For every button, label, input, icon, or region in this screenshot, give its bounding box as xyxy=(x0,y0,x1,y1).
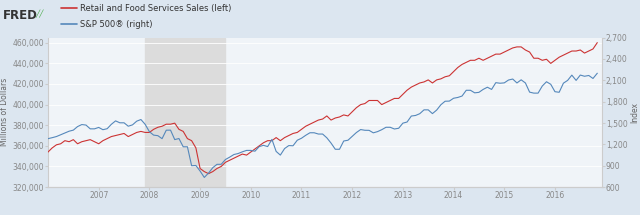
Text: Retail and Food Services Sales (left): Retail and Food Services Sales (left) xyxy=(80,4,232,13)
Bar xyxy=(145,38,225,187)
Y-axis label: Millions of Dollars: Millions of Dollars xyxy=(1,78,10,146)
Y-axis label: Index: Index xyxy=(630,102,639,123)
Text: S&P 500® (right): S&P 500® (right) xyxy=(80,20,152,29)
Text: FRED: FRED xyxy=(3,9,38,22)
Text: ╱╱: ╱╱ xyxy=(35,9,44,18)
